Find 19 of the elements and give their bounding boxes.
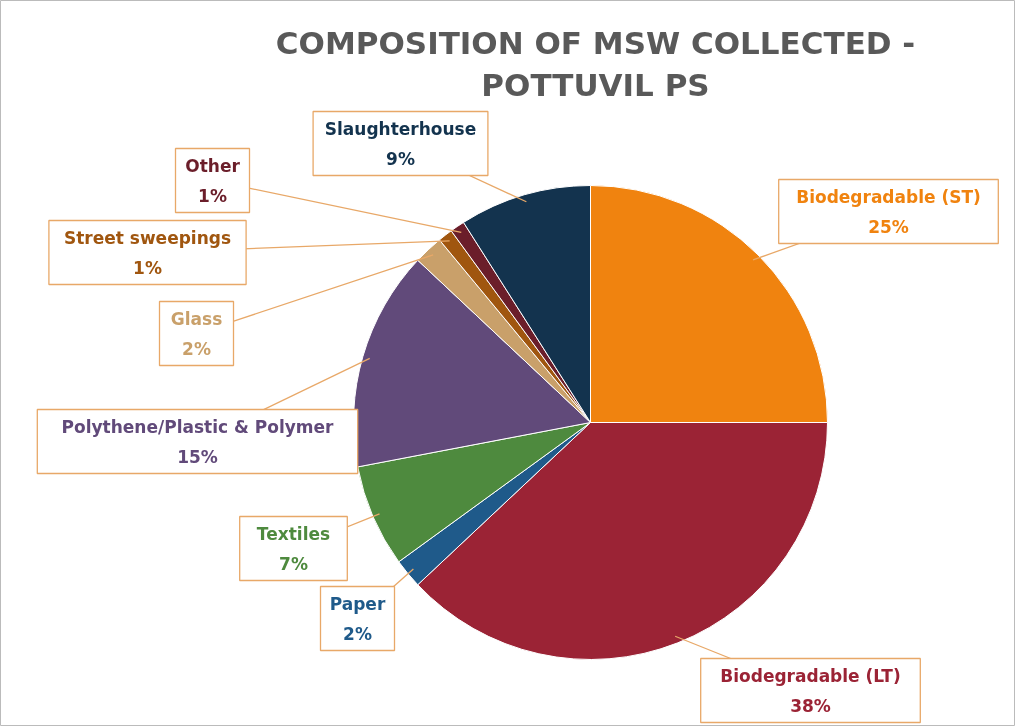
slice-label: Polythene/Plastic & Polymer (61, 416, 335, 437)
slice-label: Biodegradable (LT) (720, 665, 901, 686)
chart-title: COMPOSITION OF MSW COLLECTED - POTTUVIL PS (275, 24, 916, 103)
slice-label: Other (185, 155, 241, 176)
data-label: 9% (386, 148, 415, 169)
slice-label: Street sweepings (63, 227, 232, 248)
data-label: 7% (279, 553, 308, 574)
slice-label: Slaughterhouse (324, 118, 477, 139)
data-label: 15% (177, 446, 218, 467)
slice-label: Glass (170, 308, 223, 329)
data-label: 25% (868, 216, 909, 237)
data-label: 1% (198, 185, 227, 206)
data-label: 1% (133, 257, 162, 278)
data-label: 38% (790, 695, 831, 716)
slice-label: Paper (329, 593, 386, 614)
slice-label: Textiles (256, 523, 331, 544)
slice-label: Biodegradable (ST) (796, 186, 981, 207)
data-label: 2% (343, 623, 372, 644)
data-label: 2% (182, 338, 211, 359)
